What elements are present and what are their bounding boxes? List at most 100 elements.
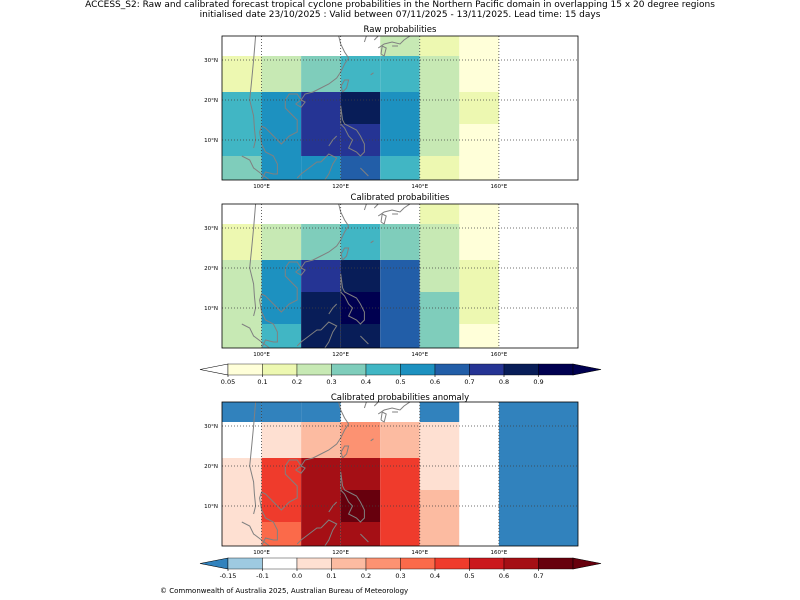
coastline <box>370 240 374 244</box>
anomaly-cell <box>222 422 262 458</box>
anomaly-cell <box>380 422 420 458</box>
calibrated-cell <box>261 204 302 224</box>
colorbar-tick-label: 0.5 <box>464 572 474 580</box>
raw-cell <box>261 56 302 92</box>
x-tick-label: 120°E <box>332 352 349 358</box>
colorbar-tick-label: 0.1 <box>257 378 267 386</box>
calibrated-cell <box>301 260 341 292</box>
calibrated-cell <box>419 224 460 292</box>
colorbar-tick-label: 0.7 <box>533 572 543 580</box>
colorbar-tick-label: 0.3 <box>395 572 405 580</box>
anomaly-cell <box>459 458 499 522</box>
coastline <box>295 267 306 276</box>
colorbar-tick-label: 0.7 <box>464 378 474 386</box>
coastline <box>377 36 411 49</box>
coastline <box>241 155 270 180</box>
coastline <box>340 105 365 157</box>
colorbar-tick-label: 0.05 <box>221 378 235 386</box>
coastline <box>249 402 257 515</box>
colorbar-tick-label: 0.6 <box>430 378 440 386</box>
coastline <box>373 402 379 407</box>
colorbar-tick-label: 0.8 <box>499 378 509 386</box>
coastline <box>363 402 367 409</box>
calibrated-cell <box>301 204 341 224</box>
colorbar-segment <box>503 363 539 376</box>
raw-cell <box>340 36 381 56</box>
colorbar-segment <box>400 557 436 570</box>
anomaly-frame <box>221 401 579 547</box>
calibrated-cell <box>459 324 499 348</box>
coastline <box>320 153 338 180</box>
colorbar-segment <box>331 363 367 376</box>
calibrated-cell <box>380 260 420 348</box>
raw-cell <box>261 36 302 56</box>
calibrated-cell <box>301 292 341 348</box>
coastline <box>340 471 365 523</box>
colorbar-segment <box>538 363 574 376</box>
colorbar-segment <box>365 557 401 570</box>
colorbar-tick-label: 0.4 <box>430 572 440 580</box>
coastline <box>249 36 257 149</box>
raw-cell <box>459 36 499 92</box>
colorbar-under-arrow <box>199 363 229 376</box>
raw-cell <box>261 92 302 180</box>
raw-cell <box>222 36 262 56</box>
coastline <box>259 36 350 180</box>
anomaly-cell <box>340 458 381 490</box>
colorbar-segment <box>538 557 574 570</box>
colorbar-segment <box>296 363 332 376</box>
raw-coastlines <box>241 36 411 180</box>
anomaly-cell <box>261 402 302 422</box>
raw-cell <box>301 92 341 156</box>
raw-cell <box>340 92 381 124</box>
x-tick-label: 140°E <box>411 184 428 190</box>
calibrated-cell <box>261 260 302 324</box>
raw-cell <box>459 124 499 180</box>
raw-cell <box>380 56 420 92</box>
y-tick-label: 20°N <box>204 266 218 272</box>
anomaly-cell <box>301 422 341 458</box>
colorbar-over-arrow <box>572 363 602 376</box>
x-tick-label: 140°E <box>411 352 428 358</box>
calibrated-title: Calibrated probabilities <box>351 193 451 203</box>
x-tick-label: 100°E <box>253 184 270 190</box>
colorbar-segment <box>365 363 401 376</box>
x-tick-label: 120°E <box>332 550 349 556</box>
coastline <box>296 329 321 347</box>
coastline <box>363 204 367 211</box>
coastline <box>340 79 350 93</box>
anomaly-coastlines <box>241 402 411 546</box>
coastline <box>259 204 350 348</box>
x-tick-label: 160°E <box>491 184 508 190</box>
calibrated-cell <box>340 204 381 224</box>
anomaly-cell <box>380 402 420 422</box>
coastline <box>296 527 321 545</box>
raw-cell <box>301 156 341 180</box>
coastline <box>295 465 306 474</box>
calibrated-cell <box>222 204 262 224</box>
colorbar-segment <box>331 557 367 570</box>
raw-cell <box>419 36 460 56</box>
anomaly-cell <box>261 422 302 458</box>
x-tick-label: 100°E <box>253 352 270 358</box>
colorbar-segment <box>227 557 263 570</box>
anomaly-cell <box>301 402 341 422</box>
y-tick-label: 10°N <box>204 138 218 144</box>
coastline <box>377 402 411 415</box>
colorbar-tick-label: 0.2 <box>292 378 302 386</box>
coastline <box>249 204 257 317</box>
coastline <box>340 445 350 459</box>
coastline <box>363 36 367 43</box>
calibrated-cell <box>419 204 460 224</box>
colorbar-segment <box>400 363 436 376</box>
y-tick-label: 20°N <box>204 98 218 104</box>
y-tick-label: 10°N <box>204 306 218 312</box>
anomaly-title: Calibrated probabilities anomaly <box>331 393 469 403</box>
colorbar-over-arrow <box>572 557 602 570</box>
coastline <box>373 36 379 41</box>
y-tick-label: 30°N <box>204 58 218 64</box>
raw-panel: 100°E 120°E 140°E 160°E 10°N 20°N 30°N Raw prob… <box>204 25 579 190</box>
coastline <box>370 438 374 442</box>
copyright-footer: © Commonwealth of Australia 2025, Austra… <box>160 587 409 595</box>
